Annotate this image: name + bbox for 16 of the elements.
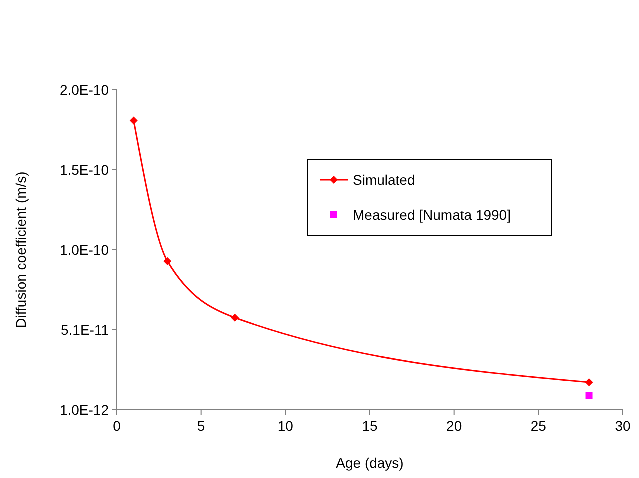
x-tick-label: 25 [530, 418, 547, 434]
x-tick-label: 30 [615, 418, 631, 434]
y-tick-label: 1.5E-10 [60, 162, 110, 178]
y-tick-label: 1.0E-12 [60, 402, 110, 418]
x-tick-label: 5 [197, 418, 206, 434]
x-tick-label: 20 [446, 418, 462, 434]
legend-label: Measured [Numata 1990] [353, 207, 511, 223]
y-tick-label: 2.0E-10 [60, 82, 110, 98]
y-axis-title: Diffusion coefficient (m/s) [13, 172, 29, 328]
y-tick-label: 1.0E-10 [60, 242, 110, 258]
x-axis-title: Age (days) [336, 455, 404, 471]
x-tick-label: 0 [113, 418, 122, 434]
y-tick-label: 5.1E-11 [61, 322, 110, 338]
legend-label: Simulated [353, 172, 416, 188]
x-tick-label: 10 [278, 418, 294, 434]
x-tick-label: 15 [362, 418, 378, 434]
